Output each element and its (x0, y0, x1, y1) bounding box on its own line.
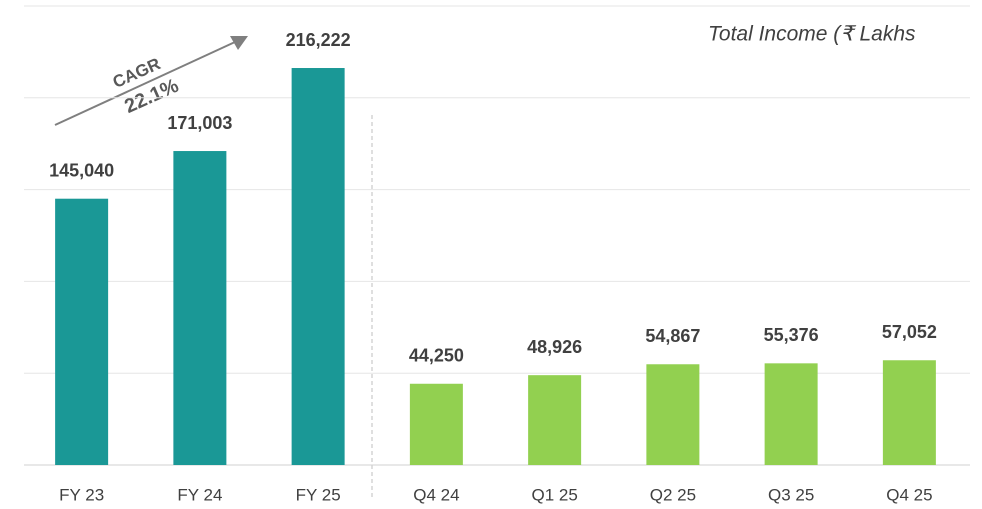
bar (409, 383, 463, 465)
bar (882, 360, 936, 465)
data-label: 171,003 (167, 113, 232, 133)
data-label: 57,052 (882, 322, 937, 342)
bar (291, 68, 345, 465)
data-label: 44,250 (409, 346, 464, 366)
x-tick-label: Q2 25 (650, 485, 696, 504)
x-tick-label: Q3 25 (768, 485, 814, 504)
arrow-head (230, 36, 248, 50)
x-tick-label: Q4 25 (886, 485, 932, 504)
data-label: 55,376 (764, 325, 819, 345)
x-tick-label: FY 25 (296, 485, 341, 504)
x-tick-label: FY 24 (177, 485, 222, 504)
bar (528, 375, 582, 465)
data-label: 216,222 (286, 30, 351, 50)
x-tick-label: Q1 25 (531, 485, 577, 504)
x-tick-label: Q4 24 (413, 485, 459, 504)
data-label: 48,926 (527, 337, 582, 357)
data-label: 145,040 (49, 160, 114, 180)
bar (173, 151, 227, 465)
bar (646, 364, 700, 465)
chart-title: Total Income (₹ Lakhs (708, 23, 916, 46)
cagr-arrow (54, 41, 236, 126)
bar (764, 363, 818, 465)
data-label: 54,867 (645, 326, 700, 346)
x-tick-label: FY 23 (59, 485, 104, 504)
bar (55, 198, 109, 466)
